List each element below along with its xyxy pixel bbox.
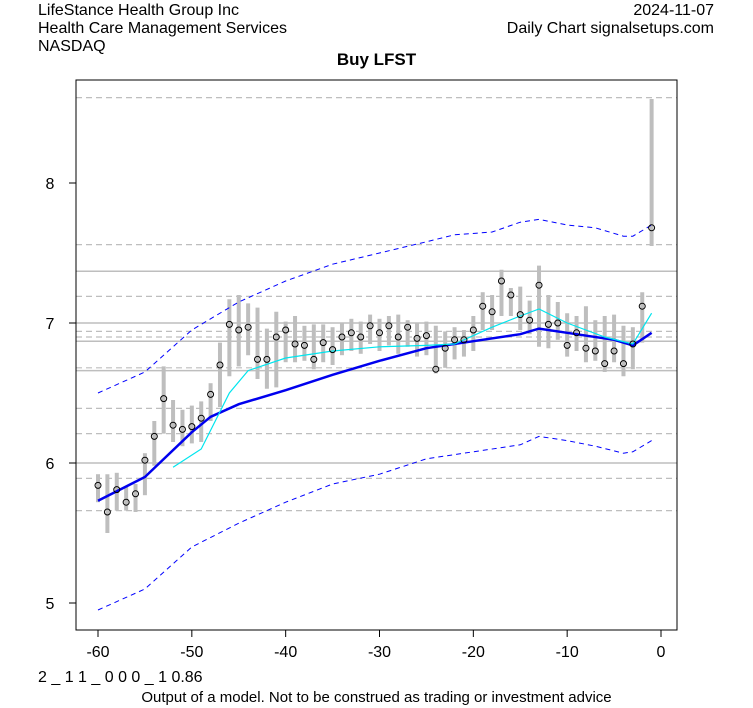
chart-date: 2024-11-07 <box>633 2 714 19</box>
y-tick-label: 7 <box>46 316 55 333</box>
close-point <box>460 336 468 344</box>
x-tick-label: -60 <box>86 644 109 661</box>
close-point <box>629 340 637 348</box>
close-point <box>329 346 337 354</box>
chart-source: Daily Chart signalsetups.com <box>506 20 714 37</box>
close-point <box>244 323 252 331</box>
close-point <box>216 361 224 369</box>
close-point <box>310 355 318 363</box>
y-tick-label: 6 <box>46 456 55 473</box>
series-fast-line <box>172 308 653 468</box>
close-point <box>432 365 440 373</box>
close-point <box>103 508 111 516</box>
close-point <box>282 326 290 334</box>
close-point <box>516 311 524 319</box>
close-point <box>207 390 215 398</box>
y-tick-label: 8 <box>46 176 55 193</box>
x-tick-label: -30 <box>368 644 391 661</box>
x-tick-label: -50 <box>180 644 203 661</box>
close-point <box>479 302 487 310</box>
close-point <box>619 360 627 368</box>
close-point <box>385 322 393 330</box>
close-point <box>188 423 196 431</box>
x-tick-label: -20 <box>462 644 485 661</box>
close-point <box>497 277 505 285</box>
close-point <box>394 333 402 341</box>
close-point <box>554 319 562 327</box>
close-point <box>160 395 168 403</box>
close-point <box>488 308 496 316</box>
close-point <box>338 333 346 341</box>
close-point <box>413 334 421 342</box>
close-point <box>422 332 430 340</box>
close-point <box>235 326 243 334</box>
x-tick-label: -40 <box>274 644 297 661</box>
company-name: LifeStance Health Group Inc <box>38 2 240 19</box>
plot-frame <box>75 79 678 631</box>
close-point <box>94 481 102 489</box>
close-point <box>300 341 308 349</box>
close-point <box>601 360 609 368</box>
close-point <box>132 490 140 498</box>
close-point <box>544 320 552 328</box>
x-tick-label: -10 <box>556 644 579 661</box>
close-point <box>648 224 656 232</box>
close-point <box>638 302 646 310</box>
x-tick-label: 0 <box>657 644 666 661</box>
close-point <box>225 320 233 328</box>
close-point <box>366 322 374 330</box>
close-point <box>113 486 121 494</box>
close-point <box>347 329 355 337</box>
close-point <box>357 333 365 341</box>
close-point <box>591 347 599 355</box>
disclaimer: Output of a model. Not to be construed a… <box>141 689 612 706</box>
y-tick-label: 5 <box>46 596 55 613</box>
series-lower-line <box>97 435 652 611</box>
close-point <box>272 333 280 341</box>
series-ma-line <box>97 327 653 502</box>
close-point <box>441 344 449 352</box>
close-point <box>507 291 515 299</box>
close-point <box>291 340 299 348</box>
close-point <box>169 421 177 429</box>
close-point <box>582 344 590 352</box>
close-point <box>563 341 571 349</box>
exchange: NASDAQ <box>38 38 106 55</box>
close-point <box>150 432 158 440</box>
close-point <box>573 329 581 337</box>
model-code: 2 _ 1 1 _ 0 0 0 _ 1 0.86 <box>38 669 203 686</box>
close-point <box>451 336 459 344</box>
close-point <box>178 425 186 433</box>
close-point <box>141 456 149 464</box>
close-point <box>197 414 205 422</box>
series-upper-line <box>97 218 652 394</box>
close-point <box>526 316 534 324</box>
close-point <box>263 355 271 363</box>
close-point <box>319 339 327 347</box>
industry: Health Care Management Services <box>38 20 288 37</box>
close-point <box>610 347 618 355</box>
close-point <box>404 323 412 331</box>
close-point <box>376 329 383 337</box>
close-point <box>469 326 477 334</box>
close-point <box>122 498 130 506</box>
chart-title: Buy LFST <box>336 50 417 69</box>
close-point <box>254 355 262 363</box>
close-point <box>535 281 543 289</box>
